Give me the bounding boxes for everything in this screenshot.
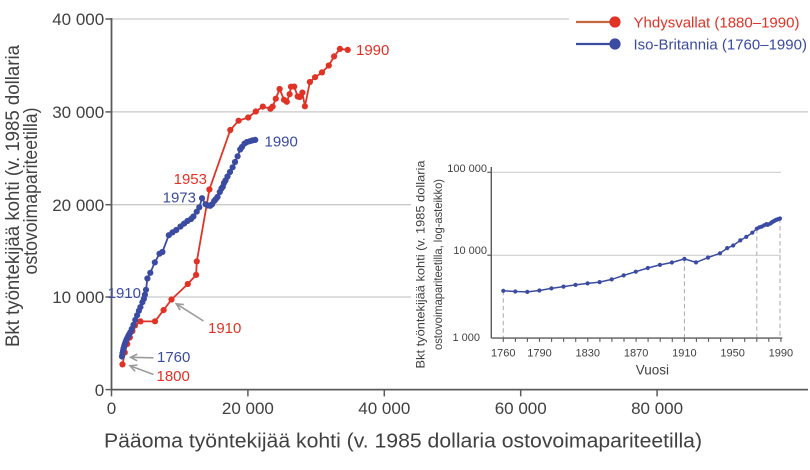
svg-text:1910: 1910	[208, 320, 241, 337]
svg-text:Bkt työntekijää kohti (v. 1985: Bkt työntekijää kohti (v. 1985 dollaria	[3, 45, 24, 347]
svg-text:1990: 1990	[356, 42, 389, 59]
svg-text:1790: 1790	[527, 348, 551, 360]
svg-text:80 000: 80 000	[631, 399, 683, 418]
svg-text:1973: 1973	[163, 189, 196, 206]
svg-text:10 000: 10 000	[453, 245, 487, 257]
svg-text:1953: 1953	[174, 171, 207, 188]
svg-text:1800: 1800	[157, 368, 190, 385]
svg-text:Iso-Britannia (1760–1990): Iso-Britannia (1760–1990)	[634, 36, 807, 53]
svg-text:20 000: 20 000	[222, 399, 274, 418]
svg-text:1950: 1950	[720, 348, 744, 360]
svg-text:ostovoimapariteetilla): ostovoimapariteetilla)	[21, 108, 42, 275]
svg-text:30 000: 30 000	[52, 103, 104, 122]
svg-text:Pääoma työntekijää kohti (v. 1: Pääoma työntekijää kohti (v. 1985 dollar…	[104, 431, 702, 453]
svg-text:60 000: 60 000	[495, 399, 547, 418]
svg-text:40 000: 40 000	[358, 399, 410, 418]
svg-text:ostovoimapariteetilla, log-ast: ostovoimapariteetilla, log-asteikko)	[431, 179, 445, 350]
svg-text:1870: 1870	[624, 348, 648, 360]
svg-text:Bkt työntekijää kohti (v. 1985: Bkt työntekijää kohti (v. 1985 dollaria	[414, 160, 428, 368]
svg-text:1910: 1910	[108, 285, 141, 302]
svg-text:0: 0	[107, 399, 116, 418]
svg-text:1 000: 1 000	[452, 332, 480, 344]
svg-text:Yhdysvallat (1880–1990): Yhdysvallat (1880–1990)	[634, 14, 800, 31]
svg-text:100 000: 100 000	[447, 163, 487, 175]
svg-text:10 000: 10 000	[52, 288, 104, 307]
svg-text:40 000: 40 000	[52, 10, 104, 29]
svg-text:Vuosi: Vuosi	[636, 362, 669, 377]
svg-text:1830: 1830	[576, 348, 600, 360]
svg-text:20 000: 20 000	[52, 196, 104, 215]
svg-text:1760: 1760	[157, 349, 190, 366]
svg-text:0: 0	[95, 381, 104, 400]
svg-text:1990: 1990	[265, 133, 298, 150]
svg-text:1910: 1910	[672, 348, 696, 360]
svg-text:1990: 1990	[769, 348, 793, 360]
svg-text:1760: 1760	[491, 348, 515, 360]
